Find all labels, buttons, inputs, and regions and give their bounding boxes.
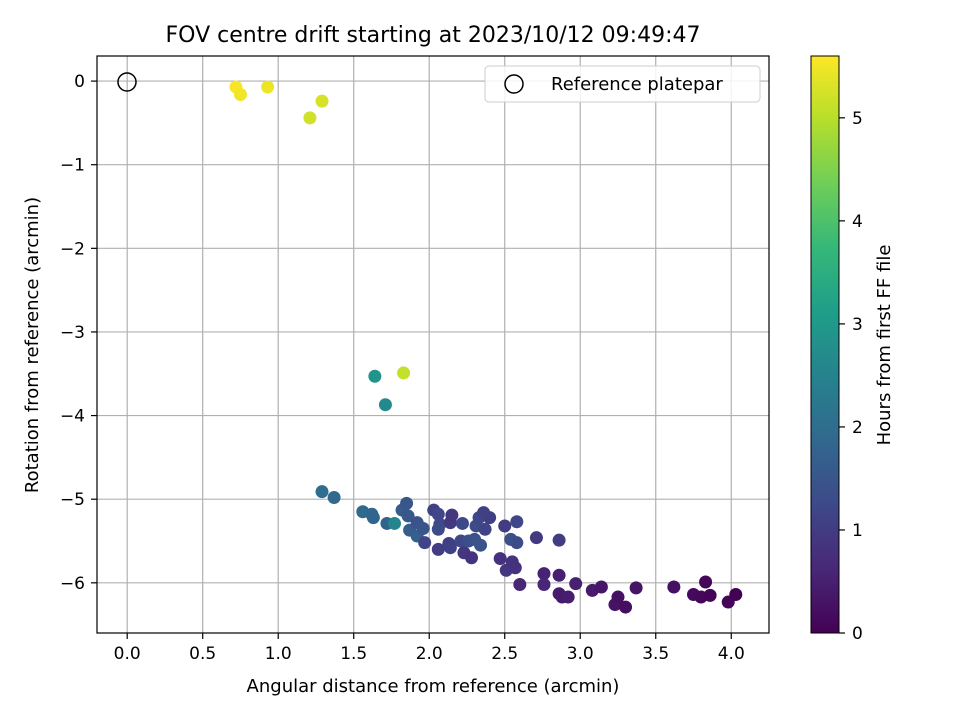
x-tick-label: 2.5 [491, 644, 518, 664]
y-tick-label: −5 [60, 490, 85, 510]
scatter-point [418, 536, 432, 550]
scatter-point [619, 600, 633, 614]
colorbar-label: Hours from first FF file [874, 245, 895, 446]
y-tick-label: −2 [60, 239, 85, 259]
x-tick-label: 3.0 [567, 644, 594, 664]
scatter-point [303, 111, 317, 125]
y-axis-label: Rotation from reference (arcmin) [22, 197, 43, 493]
legend: Reference platepar [484, 65, 761, 103]
colorbar-tick-label: 5 [852, 109, 863, 129]
scatter-point [431, 507, 445, 521]
y-tick-label: −6 [60, 574, 85, 594]
grid [97, 56, 769, 633]
scatter-point [493, 552, 507, 566]
colorbar-tick-label: 3 [852, 315, 863, 335]
y-tick-label: 0 [74, 72, 85, 92]
colorbar: 0 1 2 3 4 5 Hours from first FF file [810, 55, 895, 644]
y-tick-label: −3 [60, 323, 85, 343]
scatter-point [327, 491, 341, 505]
colorbar-tick-label: 2 [852, 418, 863, 438]
x-tick-label: 3.5 [642, 644, 669, 664]
scatter-point [699, 575, 713, 589]
scatter-point [703, 588, 717, 602]
scatter-point [561, 590, 575, 604]
scatter-point [431, 542, 445, 556]
scatter-point [233, 87, 247, 101]
scatter-point [569, 577, 583, 591]
scatter-point [510, 515, 524, 529]
scatter-point [397, 366, 411, 380]
scatter-point [465, 551, 479, 565]
scatter-point [594, 580, 608, 594]
scatter-point [416, 521, 430, 535]
scatter-point [552, 533, 566, 547]
scatter-point [445, 508, 459, 522]
scatter-point [513, 577, 527, 591]
legend-box [484, 65, 761, 103]
colorbar-ticks: 0 1 2 3 4 5 [839, 109, 863, 644]
plot-frame [96, 55, 770, 634]
x-tick-label: 0.5 [189, 644, 216, 664]
colorbar-gradient [810, 55, 840, 634]
scatter-point [629, 581, 643, 595]
plot-area: 0.0 0.5 1.0 1.5 2.0 2.5 3.0 3.5 4.0 0 −1 −2 −3 −4 −5 −… [60, 55, 770, 664]
scatter-point [508, 561, 522, 575]
scatter-point [611, 590, 625, 604]
scatter-point [474, 538, 488, 552]
scatter-point [537, 567, 551, 581]
legend-marker-icon [504, 74, 524, 94]
x-tick-label: 2.0 [416, 644, 443, 664]
scatter-point [483, 511, 497, 525]
scatter-point [366, 511, 380, 525]
scatter-point [400, 496, 414, 510]
scatter-point [455, 516, 469, 530]
x-axis-ticks: 0.0 0.5 1.0 1.5 2.0 2.5 3.0 3.5 4.0 [114, 633, 745, 664]
scatter-point [315, 94, 329, 108]
scatter-point [387, 516, 401, 530]
scatter-point [552, 568, 566, 582]
x-tick-label: 1.0 [265, 644, 292, 664]
colorbar-tick-label: 0 [852, 624, 863, 644]
scatter-point [537, 577, 551, 591]
scatter-point [667, 580, 681, 594]
scatter-point [443, 541, 457, 555]
scatter-point [529, 531, 543, 545]
scatter-point [478, 522, 492, 536]
scatter-point [378, 398, 392, 412]
scatter-point [401, 509, 415, 523]
scatter-point [261, 80, 275, 94]
x-tick-label: 0.0 [114, 644, 141, 664]
scatter-point [431, 522, 445, 536]
x-tick-label: 4.0 [718, 644, 745, 664]
scatter-point [498, 519, 512, 533]
legend-label: Reference platepar [551, 74, 723, 95]
colorbar-tick-label: 1 [852, 521, 863, 541]
x-axis-label: Angular distance from reference (arcmin) [247, 676, 620, 697]
colorbar-tick-label: 4 [852, 212, 863, 232]
y-axis-ticks: 0 −1 −2 −3 −4 −5 −6 [60, 72, 97, 594]
reference-platepar-point [117, 72, 137, 92]
scatter-point [729, 588, 743, 602]
data-points [229, 80, 743, 614]
scatter-point [510, 536, 524, 550]
y-tick-label: −4 [60, 407, 85, 427]
scatter-point [368, 369, 382, 383]
y-tick-label: −1 [60, 156, 85, 176]
x-tick-label: 1.5 [340, 644, 367, 664]
chart-title: FOV centre drift starting at 2023/10/12 … [166, 23, 701, 48]
scatter-point [315, 485, 329, 499]
